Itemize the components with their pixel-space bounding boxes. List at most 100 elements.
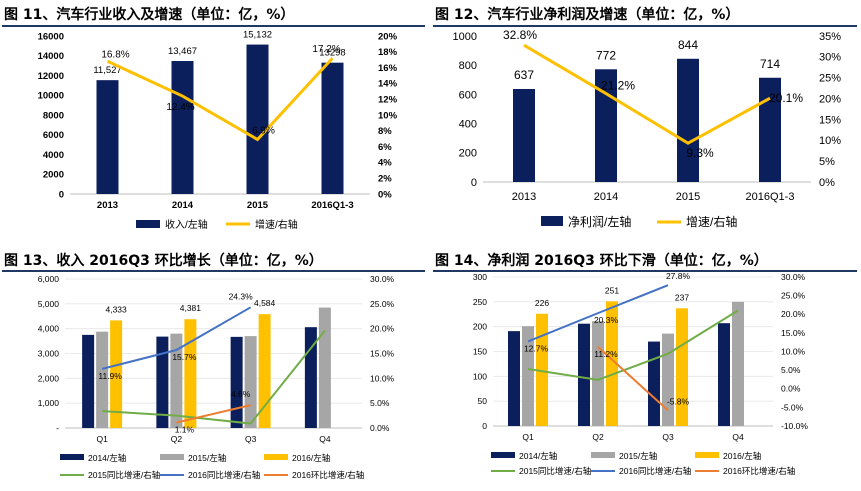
y-tick-label: 200 <box>459 148 477 160</box>
bar <box>718 323 730 426</box>
legend-label: 增速/右轴 <box>686 214 737 229</box>
x-tick-label: 2014 <box>172 200 194 211</box>
bar-data-label: 4,381 <box>180 303 202 313</box>
y-tick-label: 600 <box>459 89 477 101</box>
y2-tick-label: 0.0% <box>370 423 390 433</box>
chart-svg-1: 0 2000 4000 6000 8000 10000 12000 14000 16000 0% 2… <box>38 30 398 231</box>
bar-data-label: 226 <box>535 298 549 308</box>
y2-tick-label: 15% <box>819 114 841 126</box>
y2-tick-label: 30.0% <box>370 274 395 284</box>
y2-tick-label: 25.0% <box>781 291 806 301</box>
y2-tick-label: 6% <box>378 142 392 153</box>
series-line <box>102 330 326 425</box>
y-tick-label: 0 <box>482 421 487 431</box>
y2-tick-label: 25.0% <box>370 299 395 309</box>
legend-label: 净利润/左轴 <box>568 214 631 229</box>
x-tick-label: Q3 <box>245 434 257 444</box>
y-tick-label: 250 <box>473 297 487 307</box>
bar <box>82 334 95 428</box>
bar <box>110 320 123 428</box>
bar <box>522 326 534 426</box>
series-line <box>527 284 669 343</box>
y2-tick-label: 0.0% <box>781 384 801 394</box>
y2-tick-label: 8% <box>378 126 392 137</box>
legend-swatch <box>264 454 288 460</box>
legend-label: 2016/左轴 <box>723 451 761 461</box>
x-tick-label: Q1 <box>522 432 534 442</box>
bar <box>508 331 520 426</box>
series-line <box>523 43 771 145</box>
legend-swatch <box>60 454 84 460</box>
series-line <box>106 57 334 142</box>
legend-swatch <box>136 220 160 228</box>
line-data-label: 6.9% <box>252 125 275 136</box>
bar-data-label: 251 <box>605 285 619 295</box>
x-tick-label: 2013 <box>97 200 118 211</box>
y-tick-label: 6,000 <box>38 274 60 284</box>
chart-panel-2: 图 12、汽车行业净利润及增速（单位：亿，%） 0 200 400 600 800 100… <box>431 0 861 245</box>
series-line <box>176 404 251 424</box>
bar <box>96 80 119 194</box>
bar-data-label: 714 <box>760 57 780 71</box>
bar <box>156 336 169 428</box>
y2-tick-label: 4% <box>378 158 392 169</box>
y2-tick-label: 30% <box>819 52 841 64</box>
y2-tick-label: 10.0% <box>781 346 806 356</box>
x-tick-label: 2016Q1-3 <box>311 200 353 211</box>
y-tick-label: 5,000 <box>38 299 60 309</box>
bar <box>606 301 618 426</box>
line-data-label: 9.3% <box>686 146 714 160</box>
y-tick-label: 1,000 <box>38 398 60 408</box>
bar <box>677 58 699 182</box>
y-tick-label: 3,000 <box>38 348 60 358</box>
legend-swatch <box>591 452 615 458</box>
bar <box>230 336 243 428</box>
y2-tick-label: 10% <box>819 135 841 147</box>
legend-swatch <box>160 454 184 460</box>
legend-label: 2015同比增速/右轴 <box>88 470 160 480</box>
line-data-label: -5.8% <box>667 396 690 406</box>
line-data-label: 11.9% <box>98 371 122 381</box>
y-tick-label: 200 <box>473 322 487 332</box>
y-tick-label: 0 <box>471 177 477 189</box>
title-rule-4 <box>433 270 857 272</box>
y-tick-label: 2,000 <box>38 373 60 383</box>
legend-swatch <box>541 216 563 226</box>
y-tick-label: 50 <box>478 396 488 406</box>
y2-tick-label: 14% <box>378 79 398 90</box>
bar-data-label: 4,333 <box>105 304 127 314</box>
legend-label: 收入/左轴 <box>165 218 208 231</box>
bar <box>184 319 197 428</box>
line-data-label: 24.3% <box>229 291 254 301</box>
legend-label: 2014/左轴 <box>88 453 126 463</box>
chart-title-4: 图 14、净利润 2016Q3 环比下滑（单位：亿，%） <box>435 253 768 269</box>
bar <box>648 341 660 426</box>
x-tick-label: 2014 <box>594 191 618 203</box>
y2-tick-label: 0% <box>378 189 392 200</box>
y-tick-label: 12000 <box>38 71 64 82</box>
y-tick-label: - <box>56 423 59 433</box>
y2-tick-label: 15.0% <box>370 348 395 358</box>
line-data-label: 4.6% <box>231 389 251 399</box>
legend-swatch <box>695 452 719 458</box>
line-data-label: 27.8% <box>666 271 691 281</box>
y2-tick-label: 20.0% <box>370 324 395 334</box>
line-data-label: 21.2% <box>601 79 635 93</box>
line-data-label: 32.8% <box>503 28 537 42</box>
chart-panel-1: 图 11、汽车行业收入及增速（单位：亿，%） 0 2000 4000 6000 8000… <box>0 0 431 245</box>
y2-tick-label: 0% <box>819 177 835 189</box>
bar <box>246 44 269 194</box>
x-tick-label: 2015 <box>247 200 269 211</box>
legend-label: 增速/右轴 <box>255 218 298 231</box>
x-tick-label: 2015 <box>676 191 700 203</box>
bar-data-label: 13298 <box>319 48 345 59</box>
y2-tick-label: -10.0% <box>781 421 808 431</box>
y2-tick-label: 20.0% <box>781 309 806 319</box>
chart-svg-3: - 1,000 2,000 3,000 4,000 5,000 6,000 0.0% 5.0% 1… <box>38 274 395 480</box>
title-rule-3 <box>2 270 425 272</box>
chart-title-2: 图 12、汽车行业净利润及增速（单位：亿，%） <box>435 7 740 23</box>
legend-swatch <box>491 452 515 458</box>
bar <box>732 301 744 426</box>
x-tick-label: Q2 <box>592 432 604 442</box>
bar <box>171 61 194 195</box>
